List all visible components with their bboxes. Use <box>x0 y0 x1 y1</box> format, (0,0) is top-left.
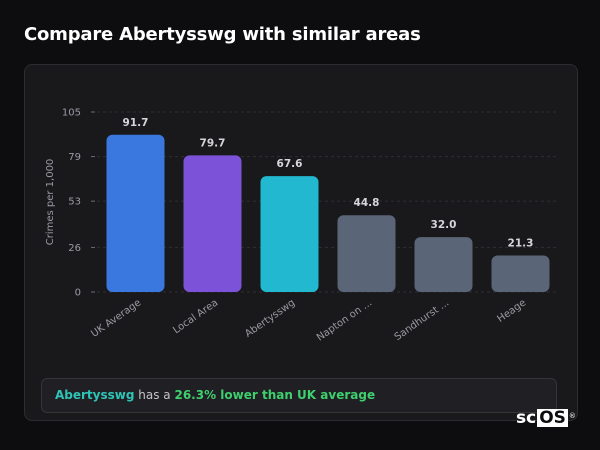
bar-value-label: 91.7 <box>123 117 149 129</box>
x-tick-label: UK Average <box>89 297 143 339</box>
y-axis-label: Crimes per 1,000 <box>45 159 56 246</box>
comparison-note: Abertysswg has a 26.3% lower than UK ave… <box>41 378 557 413</box>
y-tick-label: 53 <box>68 197 81 208</box>
brand-boxed: OS <box>537 408 568 428</box>
note-highlight: 26.3% lower than UK average <box>174 388 376 402</box>
y-tick-label: 79 <box>68 152 81 163</box>
y-tick-label: 105 <box>62 108 81 119</box>
page-title: Compare Abertysswg with similar areas <box>24 24 421 45</box>
crime-bar-chart: 0 26 53 79 105 Crimes per 1,000 91.7 UK Average… <box>45 108 559 344</box>
bar-value-label: 21.3 <box>508 237 534 249</box>
bar-2 <box>260 176 319 292</box>
y-tick-label: 26 <box>68 243 81 254</box>
bar-value-label: 44.8 <box>354 197 380 209</box>
bar-value-label: 79.7 <box>200 137 226 149</box>
note-area-name: Abertysswg <box>55 388 135 402</box>
chart-card: 0 26 53 79 105 Crimes per 1,000 91.7 UK Average… <box>24 64 578 421</box>
x-tick-label: Napton on ... <box>315 297 374 343</box>
x-tick-label: Sandhurst ... <box>393 297 452 343</box>
brand-logo: sc OS ® <box>516 407 576 429</box>
bar-value-label: 67.6 <box>277 158 303 170</box>
brand-prefix: sc <box>516 408 537 428</box>
bar-3 <box>337 215 396 292</box>
bar-4 <box>414 237 473 292</box>
x-tick-label: Local Area <box>171 297 220 336</box>
bar-0 <box>106 134 165 292</box>
bar-value-label: 32.0 <box>431 219 457 231</box>
x-tick-label: Abertysswg <box>243 297 297 339</box>
brand-registered-mark: ® <box>568 412 576 420</box>
y-tick-label: 0 <box>75 288 81 299</box>
note-connector: has a <box>134 388 175 402</box>
bar-1 <box>183 155 242 292</box>
bar-5 <box>491 255 550 292</box>
x-tick-label: Heage <box>495 297 528 325</box>
